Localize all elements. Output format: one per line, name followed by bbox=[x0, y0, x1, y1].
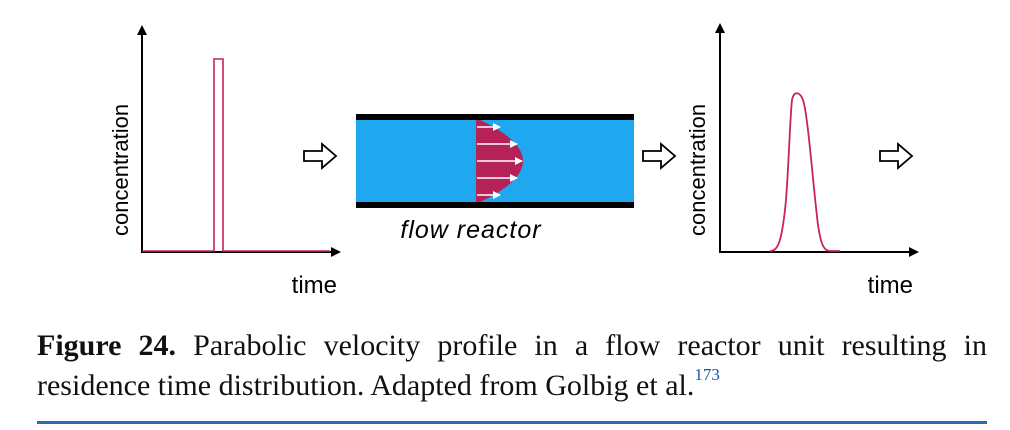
caption-text: Parabolic velocity profile in a flow rea… bbox=[37, 329, 987, 402]
figure-diagram: concentration time flow reactor concentr… bbox=[108, 23, 919, 299]
left-y-axis-label: concentration bbox=[108, 104, 133, 236]
hollow-right-arrow-icon bbox=[879, 142, 914, 170]
reactor-bottom-wall bbox=[356, 202, 634, 208]
hollow-right-arrow-icon bbox=[642, 142, 677, 170]
output-peak bbox=[769, 92, 840, 252]
input-concentration-plot: concentration time bbox=[108, 25, 341, 299]
input-pulse bbox=[142, 58, 330, 252]
right-x-axis-label: time bbox=[868, 272, 913, 299]
caption-divider bbox=[37, 421, 987, 424]
citation-reference[interactable]: 173 bbox=[694, 365, 720, 384]
left-x-axis-label: time bbox=[292, 272, 337, 299]
velocity-arrows bbox=[477, 123, 523, 199]
hollow-right-arrow-icon bbox=[303, 142, 338, 170]
figure-caption: Figure 24. Parabolic velocity profile in… bbox=[37, 326, 987, 406]
figure-number: Figure 24. bbox=[37, 329, 177, 362]
right-y-axis-label: concentration bbox=[685, 104, 710, 236]
reactor-label: flow reactor bbox=[400, 216, 542, 244]
reactor-top-wall bbox=[356, 114, 634, 120]
flow-reactor: flow reactor bbox=[356, 114, 634, 244]
output-concentration-plot: concentration time bbox=[685, 23, 919, 299]
